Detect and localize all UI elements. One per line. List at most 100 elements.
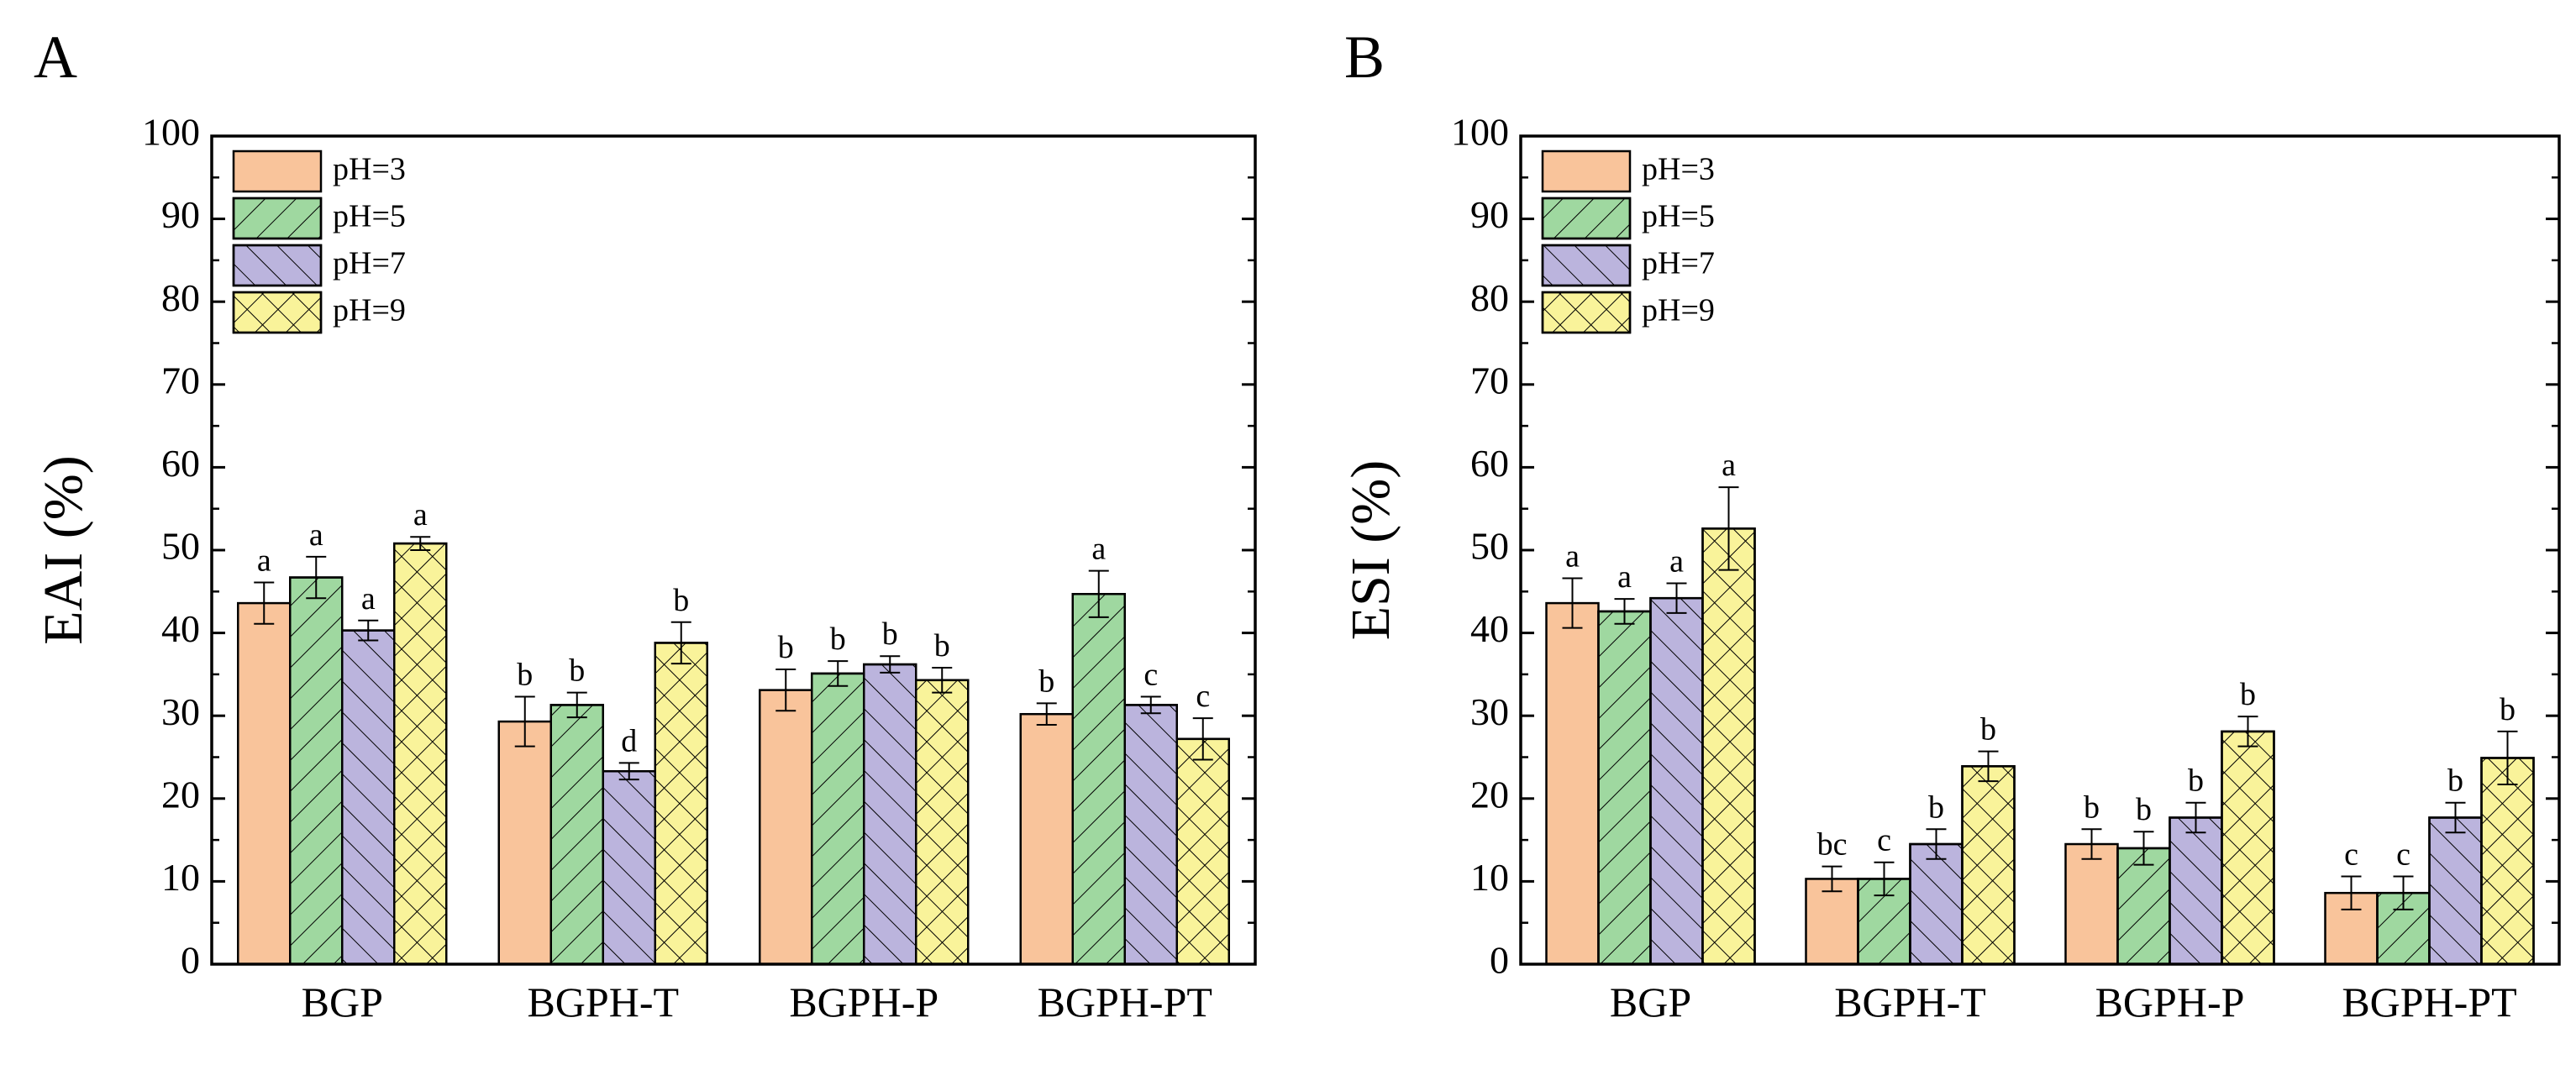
y-tick-label: 40: [1470, 607, 1509, 650]
x-tick-label: BGPH-T: [527, 978, 679, 1025]
legend-label: pH=5: [333, 199, 406, 234]
legend-label: pH=3: [1642, 152, 1715, 187]
bar-hatch: [1123, 704, 1178, 966]
significance-label: b: [1928, 789, 1944, 825]
legend-label: pH=9: [1642, 293, 1715, 328]
bar-hatch: [2221, 730, 2275, 966]
significance-label: b: [2447, 763, 2463, 799]
significance-label: b: [517, 658, 533, 693]
significance-label: b: [1038, 664, 1054, 699]
y-axis-label: EAI (%): [33, 455, 94, 644]
legend-label: pH=7: [1642, 246, 1715, 281]
y-tick-label: 40: [161, 607, 200, 650]
significance-label: b: [2188, 763, 2204, 799]
bar-hatch: [654, 642, 708, 966]
y-tick-label: 90: [161, 193, 200, 236]
significance-label: b: [778, 630, 794, 665]
bar: [497, 720, 552, 966]
significance-label: a: [1722, 448, 1736, 483]
y-tick-label: 10: [1470, 856, 1509, 899]
bar: [1019, 712, 1074, 966]
bar-hatch: [2428, 816, 2483, 966]
significance-label: b: [2084, 789, 2100, 825]
significance-label: a: [1091, 532, 1106, 567]
significance-label: a: [257, 543, 271, 578]
significance-label: b: [934, 628, 950, 664]
significance-label: c: [1196, 679, 1210, 714]
y-tick-label: 10: [161, 856, 200, 899]
legend-swatch-hatch: [1541, 197, 1632, 240]
legend-swatch-hatch: [1541, 244, 1632, 287]
y-tick-label: 100: [1451, 111, 1509, 154]
significance-label: b: [882, 616, 898, 652]
y-tick-label: 0: [181, 939, 200, 982]
legend-label: pH=5: [1642, 199, 1715, 234]
significance-label: c: [1877, 823, 1891, 858]
legend-swatch: [1541, 149, 1632, 193]
legend-label: pH=3: [333, 152, 406, 187]
bar-hatch: [602, 770, 656, 966]
bar: [759, 689, 813, 966]
bar-hatch: [341, 629, 396, 966]
panel-label: A: [34, 24, 77, 91]
bar-hatch: [2480, 757, 2535, 966]
significance-label: b: [569, 653, 585, 689]
y-tick-label: 70: [1470, 359, 1509, 401]
bar-hatch: [289, 576, 344, 966]
x-tick-label: BGP: [1610, 978, 1691, 1025]
legend-label: pH=7: [333, 246, 406, 281]
significance-label: c: [2344, 837, 2358, 872]
bar-hatch: [1175, 737, 1230, 966]
significance-label: a: [1565, 539, 1580, 574]
significance-label: a: [1669, 543, 1684, 579]
plot-frame: [1519, 134, 2561, 966]
x-tick-label: BGP: [302, 978, 383, 1025]
significance-label: b: [1980, 712, 1996, 747]
bar-hatch: [1649, 596, 1704, 966]
x-tick-label: BGPH-T: [1834, 978, 1986, 1025]
x-tick-label: BGPH-P: [2095, 978, 2245, 1025]
bar-hatch: [915, 679, 970, 966]
legend-swatch-hatch: [232, 291, 323, 334]
significance-label: c: [1143, 658, 1158, 693]
y-tick-label: 0: [1490, 939, 1509, 982]
significance-label: b: [2240, 677, 2256, 712]
panel-label: B: [1344, 24, 1385, 91]
y-tick-label: 50: [1470, 525, 1509, 568]
bar-hatch: [1071, 593, 1126, 966]
x-tick-label: BGPH-P: [789, 978, 938, 1025]
legend-swatch-hatch: [232, 244, 323, 287]
significance-label: c: [2396, 837, 2410, 872]
bar-hatch: [1909, 842, 1964, 966]
significance-label: a: [413, 497, 428, 532]
significance-label: a: [361, 581, 376, 616]
y-tick-label: 50: [161, 525, 200, 568]
x-tick-label: BGPH-PT: [1038, 978, 1212, 1025]
significance-label: bc: [1817, 827, 1848, 863]
y-axis-label: ESI (%): [1340, 460, 1401, 640]
bar-hatch: [811, 672, 865, 966]
significance-label: b: [2500, 692, 2516, 727]
significance-label: b: [2136, 792, 2152, 827]
y-tick-label: 60: [161, 442, 200, 485]
y-tick-label: 70: [161, 359, 200, 401]
significance-label: a: [1617, 559, 1632, 595]
significance-label: b: [673, 583, 689, 618]
significance-label: d: [621, 723, 637, 758]
bar-hatch: [1961, 765, 2016, 966]
legend-swatch: [232, 149, 323, 193]
bar-hatch: [2169, 816, 2223, 966]
bar-hatch: [1597, 610, 1652, 966]
y-tick-label: 80: [161, 276, 200, 319]
bar-hatch: [393, 542, 448, 966]
y-tick-label: 30: [161, 690, 200, 733]
y-tick-label: 80: [1470, 276, 1509, 319]
y-tick-label: 20: [1470, 773, 1509, 816]
y-tick-label: 20: [161, 773, 200, 816]
bar-hatch: [863, 663, 917, 966]
y-tick-label: 60: [1470, 442, 1509, 485]
legend-swatch-hatch: [1541, 291, 1632, 334]
bar-hatch: [1701, 527, 1756, 966]
